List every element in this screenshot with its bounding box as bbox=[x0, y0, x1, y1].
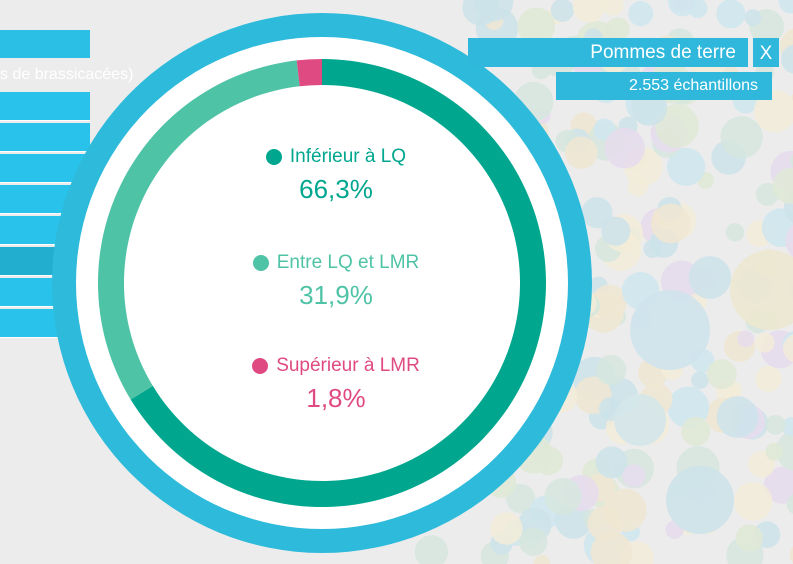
legend-label: Inférieur à LQ bbox=[186, 146, 486, 168]
background-bubble bbox=[668, 0, 698, 17]
background-bubble bbox=[735, 524, 763, 552]
background-bubble bbox=[772, 168, 793, 204]
background-bubble bbox=[666, 147, 706, 187]
legend-dot bbox=[252, 358, 269, 374]
background-bubble bbox=[622, 464, 646, 488]
background-bubble bbox=[716, 396, 759, 438]
background-bubble bbox=[716, 0, 746, 29]
background-bubble bbox=[765, 442, 784, 461]
background-bubble bbox=[681, 416, 711, 446]
background-bubble bbox=[581, 197, 613, 229]
background-bubble bbox=[733, 482, 773, 521]
background-bubble bbox=[550, 0, 574, 22]
legend-item-between: Entre LQ et LMR 31,9% bbox=[186, 252, 486, 311]
background-bubble bbox=[706, 359, 737, 390]
background-bubble bbox=[595, 354, 627, 386]
background-bubble bbox=[765, 414, 786, 435]
sidebar-header[interactable] bbox=[0, 30, 90, 58]
background-bubble bbox=[519, 527, 548, 556]
background-bubble bbox=[414, 535, 449, 564]
background-bubble bbox=[730, 250, 793, 330]
background-bubble bbox=[591, 284, 627, 320]
legend-dot bbox=[252, 255, 269, 271]
background-bubble bbox=[761, 208, 793, 248]
background-bubble bbox=[737, 330, 755, 348]
background-bubble bbox=[490, 512, 523, 545]
donut-slice-1[interactable] bbox=[98, 60, 300, 400]
inner-white-disc bbox=[76, 37, 568, 529]
donut-slice-2[interactable] bbox=[296, 59, 322, 87]
background-bubble bbox=[778, 0, 793, 14]
legend-item-below-lq: Inférieur à LQ 66,3% bbox=[186, 146, 486, 205]
sidebar-item[interactable] bbox=[0, 123, 90, 152]
background-bubble bbox=[628, 1, 654, 27]
legend-dot bbox=[265, 149, 282, 165]
background-bubble bbox=[720, 116, 763, 159]
background-bubble bbox=[564, 136, 598, 170]
background-bubble bbox=[725, 223, 745, 242]
crop-title: Pommes de terre bbox=[468, 38, 748, 67]
background-bubble bbox=[666, 466, 734, 534]
background-bubble bbox=[783, 334, 793, 363]
background-bubble bbox=[786, 493, 793, 514]
background-bubble bbox=[755, 365, 782, 393]
background-bubble bbox=[691, 371, 709, 389]
background-bubble bbox=[630, 290, 710, 370]
legend-label-text: Supérieur à LMR bbox=[276, 355, 420, 376]
background-bubble bbox=[785, 224, 793, 258]
legend-label-text: Inférieur à LQ bbox=[289, 146, 407, 167]
legend-item-above-lmr: Supérieur à LMR 1,8% bbox=[186, 355, 486, 414]
legend-label: Supérieur à LMR bbox=[186, 355, 486, 377]
background-bubble bbox=[601, 216, 631, 246]
background-bubble bbox=[587, 506, 622, 541]
legend-label: Entre LQ et LMR bbox=[186, 252, 486, 274]
legend-label-text: Entre LQ et LMR bbox=[276, 252, 420, 273]
background-bubble bbox=[614, 394, 666, 446]
background-bubble bbox=[650, 203, 691, 244]
sidebar-partial-label: s de brassicacées) bbox=[0, 66, 134, 83]
background-bubble bbox=[655, 104, 699, 148]
background-bubble bbox=[789, 154, 793, 168]
legend-value: 66,3% bbox=[299, 174, 373, 204]
background-bubble bbox=[688, 256, 732, 299]
background-bubble bbox=[595, 446, 628, 479]
background-bubble bbox=[604, 127, 645, 169]
legend-value: 1,8% bbox=[306, 383, 366, 413]
background-bubble bbox=[572, 0, 606, 23]
sidebar-item[interactable] bbox=[0, 92, 90, 121]
background-bubble bbox=[533, 555, 551, 564]
background-bubble bbox=[780, 44, 793, 74]
background-bubble bbox=[754, 332, 775, 353]
background-bubble bbox=[753, 90, 793, 133]
legend-value: 31,9% bbox=[299, 280, 373, 310]
background-bubble bbox=[776, 429, 793, 472]
donut-slices bbox=[98, 59, 547, 508]
background-bubble bbox=[544, 478, 582, 515]
background-bubble bbox=[789, 546, 793, 564]
background-bubble bbox=[744, 9, 762, 26]
sample-count: 2.553 échantillons bbox=[556, 72, 772, 100]
background-bubble bbox=[517, 7, 555, 45]
close-button[interactable]: X bbox=[753, 38, 779, 67]
background-bubble bbox=[462, 0, 500, 26]
background-bubble bbox=[602, 0, 624, 16]
